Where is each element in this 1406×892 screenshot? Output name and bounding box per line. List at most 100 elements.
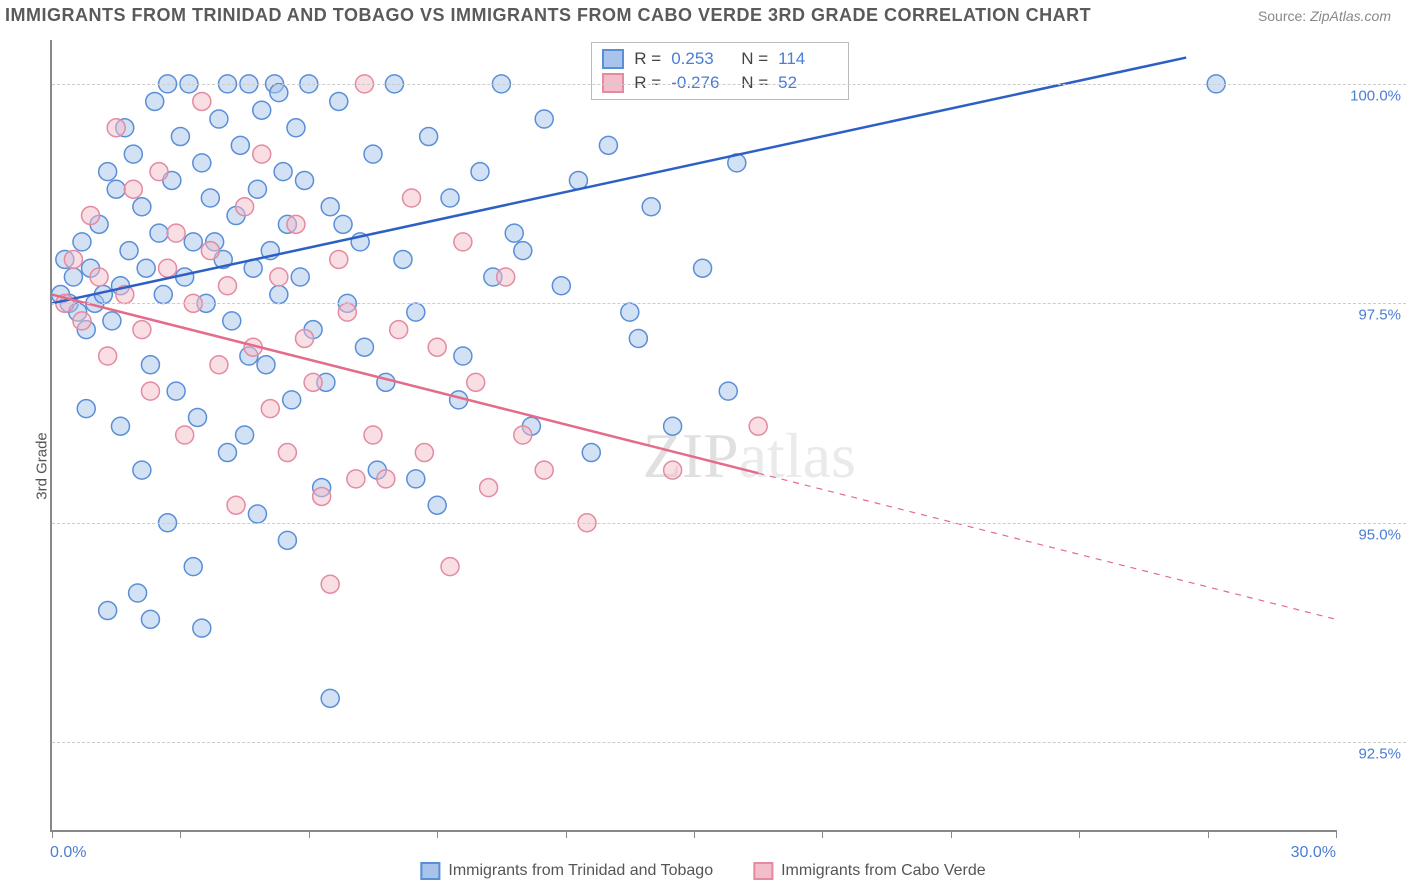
data-point	[141, 382, 159, 400]
data-point	[193, 154, 211, 172]
data-point	[253, 145, 271, 163]
data-point	[270, 84, 288, 102]
x-tick	[180, 830, 181, 838]
data-point	[664, 461, 682, 479]
data-point	[201, 242, 219, 260]
legend-label: Immigrants from Cabo Verde	[781, 862, 986, 880]
data-point	[283, 391, 301, 409]
gridline	[52, 84, 1406, 85]
data-point	[330, 250, 348, 268]
data-point	[441, 189, 459, 207]
data-point	[218, 277, 236, 295]
regression-line	[52, 295, 758, 474]
data-point	[407, 303, 425, 321]
data-point	[497, 268, 515, 286]
data-point	[415, 444, 433, 462]
x-max-label: 30.0%	[1291, 844, 1336, 862]
data-point	[454, 347, 472, 365]
data-point	[355, 338, 373, 356]
data-point	[535, 461, 553, 479]
data-point	[223, 312, 241, 330]
x-tick	[1208, 830, 1209, 838]
x-tick	[822, 830, 823, 838]
data-point	[296, 329, 314, 347]
y-tick-label: 95.0%	[1358, 526, 1401, 543]
data-point	[471, 163, 489, 181]
legend-item: Immigrants from Trinidad and Tobago	[420, 862, 713, 880]
legend-swatch	[753, 862, 773, 880]
data-point	[364, 145, 382, 163]
data-point	[193, 619, 211, 637]
data-point	[257, 356, 275, 374]
data-point	[719, 382, 737, 400]
x-tick	[52, 830, 53, 838]
x-tick	[1079, 830, 1080, 838]
data-point	[133, 198, 151, 216]
data-point	[270, 268, 288, 286]
data-point	[407, 470, 425, 488]
data-point	[420, 128, 438, 146]
data-point	[535, 110, 553, 128]
data-point	[377, 373, 395, 391]
data-point	[261, 400, 279, 418]
data-point	[321, 689, 339, 707]
data-point	[218, 444, 236, 462]
y-axis-label: 3rd Grade	[33, 432, 50, 500]
x-tick	[1336, 830, 1337, 838]
source-attribution: Source: ZipAtlas.com	[1258, 8, 1391, 24]
data-point	[90, 268, 108, 286]
data-point	[664, 417, 682, 435]
data-point	[642, 198, 660, 216]
gridline	[52, 742, 1406, 743]
data-point	[629, 329, 647, 347]
data-point	[129, 584, 147, 602]
data-point	[428, 496, 446, 514]
data-point	[454, 233, 472, 251]
legend-swatch	[602, 49, 624, 69]
legend-swatch	[420, 862, 440, 880]
data-point	[193, 92, 211, 110]
data-point	[287, 215, 305, 233]
data-point	[189, 408, 207, 426]
data-point	[403, 189, 421, 207]
plot-area: ZIPatlas R =0.253N =114R =-0.276N =52 92…	[50, 40, 1336, 832]
data-point	[321, 198, 339, 216]
gridline	[52, 523, 1406, 524]
data-point	[210, 356, 228, 374]
data-point	[428, 338, 446, 356]
data-point	[137, 259, 155, 277]
data-point	[338, 303, 356, 321]
data-point	[231, 136, 249, 154]
data-point	[124, 145, 142, 163]
data-point	[236, 426, 254, 444]
data-point	[582, 444, 600, 462]
data-point	[171, 128, 189, 146]
data-point	[120, 242, 138, 260]
data-point	[347, 470, 365, 488]
chart-container: 3rd Grade ZIPatlas R =0.253N =114R =-0.2…	[0, 40, 1406, 892]
stat-r-value: 0.253	[671, 49, 731, 69]
data-point	[176, 426, 194, 444]
x-min-label: 0.0%	[50, 844, 86, 862]
data-point	[210, 110, 228, 128]
stats-legend-box: R =0.253N =114R =-0.276N =52	[591, 42, 849, 100]
data-point	[248, 180, 266, 198]
data-point	[64, 250, 82, 268]
y-tick-label: 92.5%	[1358, 746, 1401, 763]
stat-n-label: N =	[741, 49, 768, 69]
data-point	[749, 417, 767, 435]
data-point	[253, 101, 271, 119]
data-point	[514, 426, 532, 444]
data-point	[73, 233, 91, 251]
data-point	[467, 373, 485, 391]
data-point	[133, 461, 151, 479]
y-tick-label: 97.5%	[1358, 307, 1401, 324]
data-point	[99, 347, 117, 365]
data-point	[364, 426, 382, 444]
legend-item: Immigrants from Cabo Verde	[753, 862, 986, 880]
x-tick	[309, 830, 310, 838]
y-tick-label: 100.0%	[1350, 87, 1401, 104]
data-point	[154, 286, 172, 304]
bottom-legend: Immigrants from Trinidad and Tobago Immig…	[420, 862, 985, 880]
data-point	[227, 496, 245, 514]
